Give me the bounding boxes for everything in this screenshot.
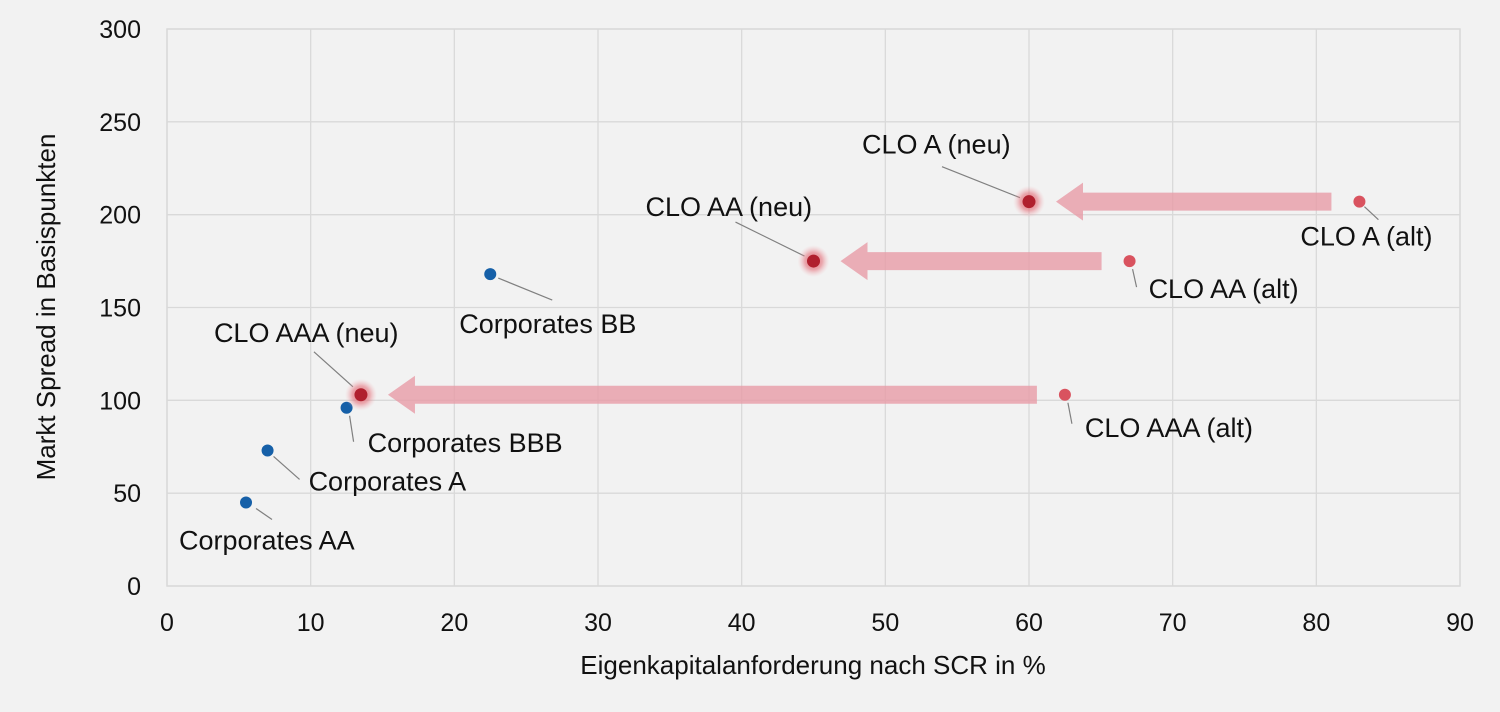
x-tick-label: 60 [1015,609,1043,637]
leader-lines [255,166,1379,520]
x-tick-label: 10 [297,609,325,637]
leader-line [1067,402,1073,424]
leader-line [941,166,1021,199]
y-tick-label: 250 [99,109,141,137]
x-axis-title: Eigenkapitalanforderung nach SCR in % [580,650,1045,680]
y-tick-label: 50 [113,480,141,508]
point-label: Corporates AA [179,525,355,555]
clo-alt-point [1123,255,1136,268]
leader-line [348,415,355,442]
point-label: CLO AAA (alt) [1085,413,1253,443]
x-tick-label: 90 [1446,609,1474,637]
point-label: Corporates BB [459,309,636,339]
data-points [240,185,1366,509]
point-label: CLO A (alt) [1300,222,1432,252]
y-tick-label: 100 [99,387,141,415]
leader-line [735,221,805,257]
clo-alt-point [1058,388,1071,401]
grid-lines [166,28,1461,587]
corporates-point [240,496,253,509]
x-tick-label: 80 [1302,609,1330,637]
corporates-point [484,268,497,281]
point-label: Corporates BBB [368,428,563,458]
x-tick-label: 40 [728,609,756,637]
clo-alt-point [1353,195,1366,208]
x-tick-label: 70 [1159,609,1187,637]
leader-line [313,351,354,388]
axis-ticks: 0 10 20 30 40 50 60 70 80 90 0 50 100 150 200 250 300 [99,16,1474,637]
x-tick-label: 0 [160,609,174,637]
point-label: CLO AAA (neu) [214,318,399,348]
x-tick-label: 20 [440,609,468,637]
leader-line [1131,268,1138,288]
leader-line [273,456,300,480]
shift-arrow [1056,182,1332,221]
y-tick-label: 0 [127,573,141,601]
point-label: CLO AA (neu) [646,192,813,222]
point-label: Corporates A [309,466,467,496]
arrows [387,182,1332,414]
y-tick-label: 300 [99,16,141,44]
shift-arrow [387,375,1037,414]
leader-line [498,277,553,301]
y-tick-label: 200 [99,202,141,230]
point-labels: Corporates AA Corporates A Corporates BBB C… [179,130,1432,556]
x-tick-label: 50 [871,609,899,637]
x-tick-label: 30 [584,609,612,637]
leader-line [1364,206,1379,221]
leader-line [255,507,273,520]
y-axis-title: Markt Spread in Basispunkten [31,134,61,481]
y-tick-label: 150 [99,295,141,323]
point-label: CLO A (neu) [862,130,1011,160]
clo-neu-point [807,254,820,268]
shift-arrow [840,242,1102,281]
corporates-point [261,444,274,457]
point-label: CLO AA (alt) [1149,274,1299,304]
clo-neu-point [1022,195,1036,209]
clo-neu-point [354,388,368,402]
